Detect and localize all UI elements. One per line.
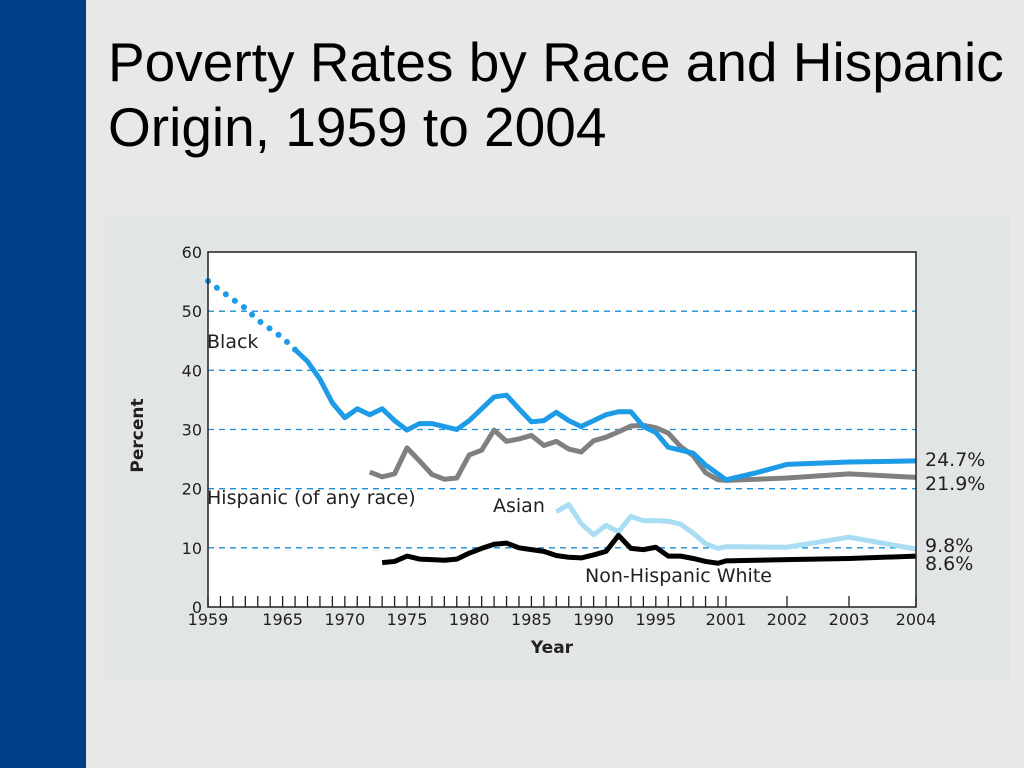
- series-line-black: [293, 347, 917, 483]
- series-line-black-dotted: [205, 277, 299, 353]
- y-tick-label-40: 40: [182, 361, 202, 380]
- y-tick-label-50: 50: [182, 302, 202, 321]
- series-label-hispanic-of-any-race: Hispanic (of any race): [207, 487, 416, 509]
- end-label-black: 24.7%: [925, 449, 985, 471]
- sidebar-bar: [0, 0, 86, 768]
- poverty-line-chart: 0 10 20 30 40 50 60 1959 1965 1970 1975 1980 1985 199…: [128, 243, 985, 658]
- x-tick-label-1985: 1985: [511, 610, 552, 629]
- series-line-hispanic-of-any-race: [368, 422, 917, 483]
- y-tick-label-60: 60: [182, 243, 202, 262]
- end-label-asian: 9.8%: [925, 535, 973, 557]
- x-tick-label-1995: 1995: [635, 610, 676, 629]
- x-tick-label-2002: 2002: [767, 610, 808, 629]
- end-label-hispanic-of-any-race: 21.9%: [925, 473, 985, 495]
- x-tick-label-1965: 1965: [262, 610, 303, 629]
- x-tick-label-1980: 1980: [449, 610, 490, 629]
- y-axis-title: Percent: [128, 398, 148, 472]
- x-tick-label-2004: 2004: [896, 610, 937, 629]
- series-label-asian: Asian: [493, 495, 545, 517]
- x-axis-title: Year: [530, 638, 574, 658]
- x-tick-label-1975: 1975: [387, 610, 428, 629]
- x-tick-label-1970: 1970: [324, 610, 365, 629]
- series-line-non-hispanic-white: [381, 532, 917, 566]
- x-tick-label-2001: 2001: [706, 610, 747, 629]
- x-tick-label-2003: 2003: [829, 610, 870, 629]
- x-tick-label-1990: 1990: [573, 610, 614, 629]
- y-tick-label-30: 30: [182, 421, 202, 440]
- x-tick-label-1959: 1959: [188, 610, 229, 629]
- y-tick-label-20: 20: [182, 480, 202, 499]
- y-tick-label-0: 0: [192, 598, 202, 617]
- series-label-non-hispanic-white: Non-Hispanic White: [585, 565, 772, 587]
- slide-title: Poverty Rates by Race and Hispanic Origi…: [108, 31, 1004, 158]
- chart-panel: 0 10 20 30 40 50 60 1959 1965 1970 1975 1980 1985 199…: [103, 216, 1011, 680]
- y-tick-label-10: 10: [182, 539, 202, 558]
- series-line-asian: [555, 502, 917, 552]
- end-label-non-hispanic-white: 8.6%: [925, 553, 973, 575]
- plot-frame: [207, 251, 917, 608]
- series-label-black: Black: [207, 331, 258, 353]
